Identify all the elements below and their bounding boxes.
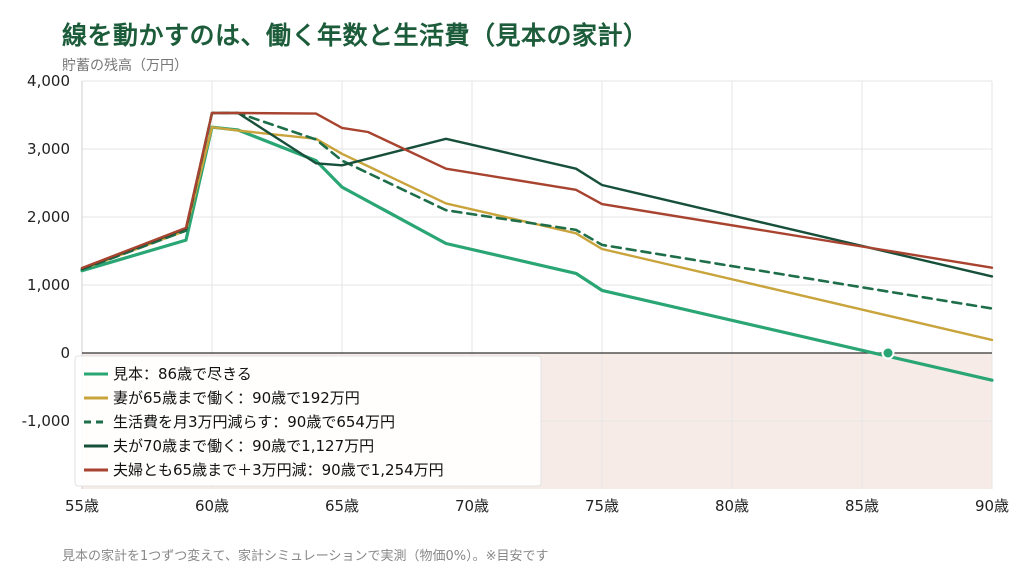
legend: 見本：86歳で尽きる妻が65歳まで働く：90歳で192万円生活費を月3万円減らす… xyxy=(74,355,542,487)
legend-label: 夫が70歳まで働く：90歳で1,127万円 xyxy=(113,437,374,455)
x-tick-label: 85歳 xyxy=(845,497,879,515)
legend-box xyxy=(74,355,542,487)
x-tick-label: 70歳 xyxy=(455,497,489,515)
y-tick-label: 4,000 xyxy=(27,72,70,90)
depletion-marker-group xyxy=(881,346,895,360)
y-tick-label: 3,000 xyxy=(27,140,70,158)
series-line-4 xyxy=(80,111,994,278)
y-tick-label: -1,000 xyxy=(22,412,70,430)
x-tick-label: 75歳 xyxy=(585,497,619,515)
footnote: 見本の家計を1つずつ変えて、家計シミュレーションで実測（物価0%）。※目安です xyxy=(62,549,549,564)
x-tick-label: 90歳 xyxy=(975,497,1009,515)
legend-label: 夫婦とも65歳まで＋3万円減：90歳で1,254万円 xyxy=(113,461,444,479)
chart-title: 線を動かすのは、働く年数と生活費（見本の家計） xyxy=(62,21,649,50)
series-line-5 xyxy=(80,111,994,270)
series-line-2 xyxy=(80,125,994,342)
x-axis-ticks: 55歳 60歳 65歳 70歳 75歳 80歳 85歳 90歳 xyxy=(65,497,1009,515)
y-axis-ticks: -1,000 0 1,000 2,000 3,000 4,000 xyxy=(22,72,70,430)
legend-label: 見本：86歳で尽きる xyxy=(113,365,252,383)
x-tick-label: 60歳 xyxy=(195,497,229,515)
x-tick-label: 55歳 xyxy=(65,497,99,515)
legend-label: 生活費を月3万円減らす：90歳で654万円 xyxy=(113,413,395,431)
x-tick-label: 65歳 xyxy=(325,497,359,515)
series-lines xyxy=(80,111,994,382)
y-tick-label: 1,000 xyxy=(27,276,70,294)
y-tick-label: 2,000 xyxy=(27,208,70,226)
depletion-marker xyxy=(881,346,895,360)
series-line-3 xyxy=(80,111,994,310)
y-tick-label: 0 xyxy=(60,344,70,362)
legend-label: 妻が65歳まで働く：90歳で192万円 xyxy=(113,389,360,407)
x-tick-label: 80歳 xyxy=(715,497,749,515)
y-axis-label: 貯蓄の残高（万円） xyxy=(62,58,188,74)
series-line-1 xyxy=(80,125,994,382)
